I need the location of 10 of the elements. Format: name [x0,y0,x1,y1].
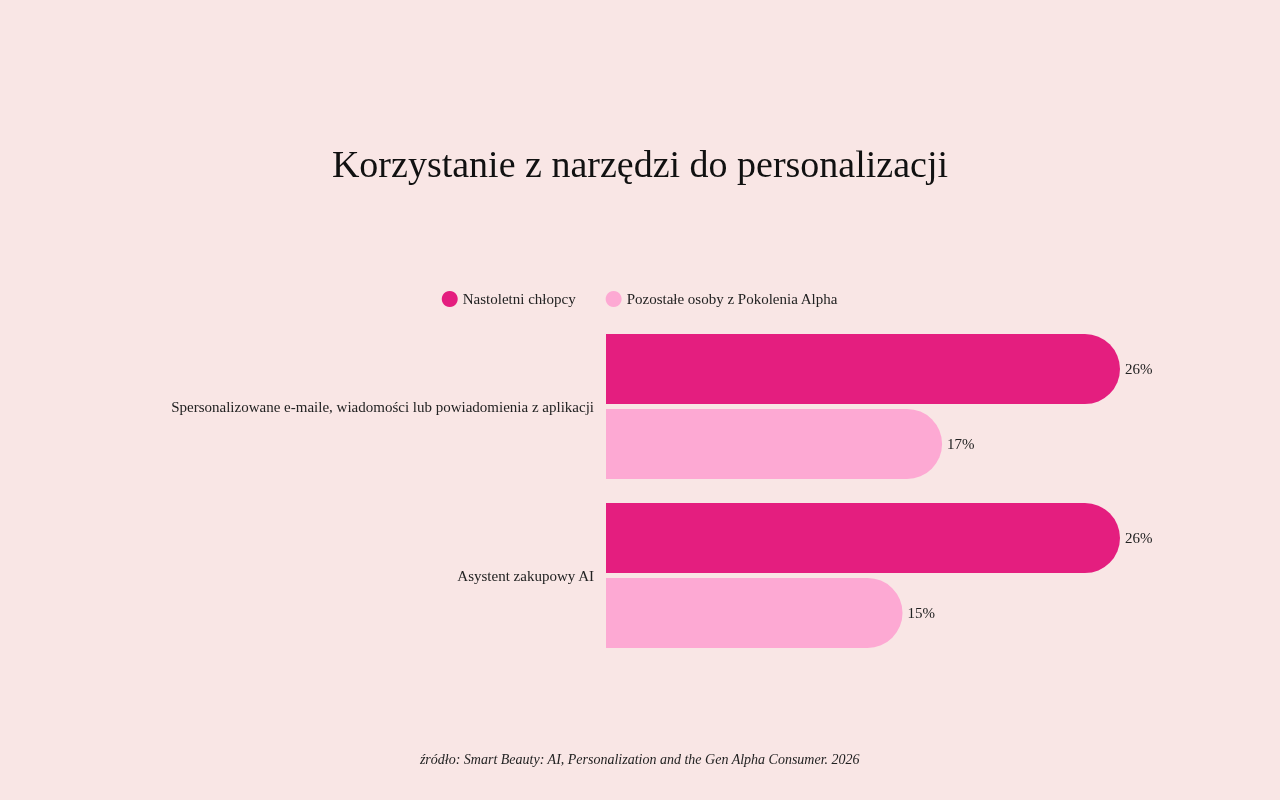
data-label: 26% [1125,530,1153,547]
y-tick-label: Spersonalizowane e-maile, wiadomości lub powiadomienia z aplikacji [171,398,594,415]
chart-title: Korzystanie z narzędzi do personalizacji [331,143,949,185]
data-label: 26% [1125,361,1153,378]
legend-label: Pozostałe osoby z Pokolenia Alpha [626,291,838,307]
data-label: 15% [907,604,936,621]
text: źródło: Smart Beauty: AI, Personalization and the Gen Alpha Consumer. 2026 [418,751,860,767]
data-label: 17% [947,435,975,452]
legend-label: Nastoletni chłopcy [462,291,577,307]
y-tick-label: Asystent zakupowy AI [457,567,594,584]
